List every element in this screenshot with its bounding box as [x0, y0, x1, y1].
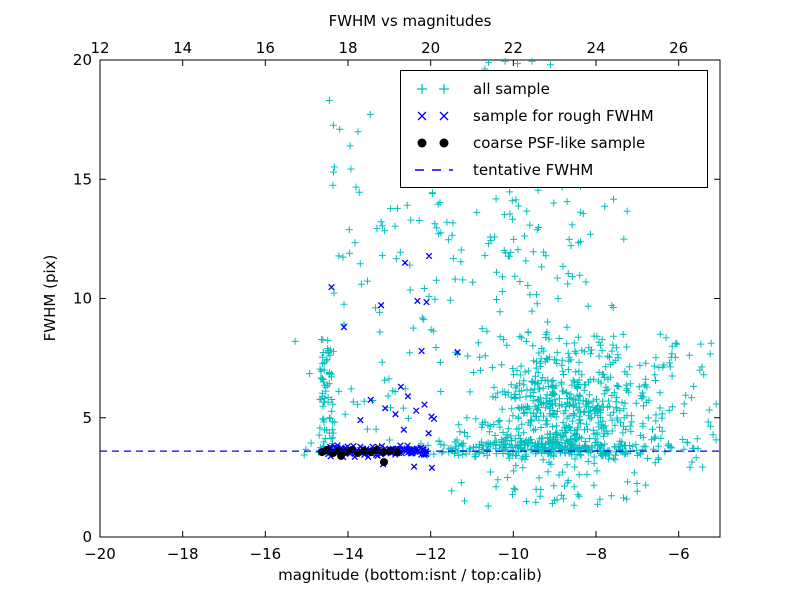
y-tick-label: 5 [82, 409, 92, 427]
y-tick-label: 10 [73, 290, 92, 308]
legend-item-all-sample: all sample [401, 75, 707, 102]
x-top-tick-label: 24 [586, 39, 605, 57]
legend-item-rough-fwhm: sample for rough FWHM [401, 102, 707, 129]
plot-generated-content: −20 −18 −16 −14 −12 −10 −8 −6 12 14 16 18 20 22 24 26 0 5… [73, 39, 721, 563]
x-top-tick-label: 18 [338, 39, 357, 57]
x-bottom-tick-label: −20 [84, 545, 116, 563]
psf-sample-dot [322, 445, 331, 454]
psf-sample-dot [337, 451, 345, 460]
x-bottom-tick-label: −8 [585, 545, 607, 563]
y-axis-label: FWHM (pix) [41, 255, 59, 342]
x-bottom-tick-label: −16 [250, 545, 282, 563]
x-axis-label: magnitude (bottom:isnt / top:calib) [278, 566, 542, 584]
x-bottom-tick-label: −12 [415, 545, 447, 563]
x-top-tick-label: 20 [421, 39, 440, 57]
all-sample-markers [291, 57, 720, 510]
legend-item-psf-sample: coarse PSF-like sample [401, 129, 707, 156]
y-tick-label: 0 [82, 528, 92, 546]
x-bottom-tick-label: −10 [498, 545, 530, 563]
x-bottom-tick-label: −18 [167, 545, 199, 563]
chart-title: FWHM vs magnitudes [329, 12, 492, 30]
dashed-line-icon [415, 168, 453, 171]
psf-sample-dot [380, 458, 388, 467]
y-tick-label: 20 [73, 51, 92, 69]
x-top-tick-label: 12 [90, 39, 109, 57]
x-bottom-tick-label: −6 [668, 545, 690, 563]
legend-label: all sample [473, 79, 550, 98]
plus-marker-icon [417, 83, 449, 94]
psf-sample-dot [372, 445, 381, 454]
legend-box: all sample sample for rough FWHM coarse … [400, 70, 708, 188]
x-top-tick-label: 14 [173, 39, 192, 57]
psf-sample-dot [379, 448, 388, 457]
legend-label: tentative FWHM [473, 160, 594, 179]
x-top-tick-label: 16 [256, 39, 275, 57]
x-top-tick-label: 26 [669, 39, 688, 57]
legend-item-tentative-fwhm: tentative FWHM [401, 156, 707, 183]
legend-label: coarse PSF-like sample [473, 133, 646, 152]
dot-marker-icon [417, 138, 449, 147]
y-tick-label: 15 [73, 170, 92, 188]
legend-label: sample for rough FWHM [473, 106, 654, 125]
x-bottom-tick-label: −14 [332, 545, 364, 563]
x-marker-icon [417, 111, 449, 120]
psf-sample-dot [393, 448, 402, 457]
x-top-tick-label: 22 [504, 39, 523, 57]
